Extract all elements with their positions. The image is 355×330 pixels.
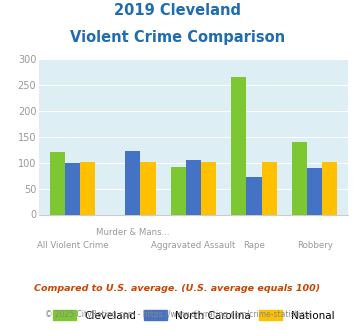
Bar [171,167,186,214]
Bar [50,152,65,214]
Bar [80,162,95,214]
Bar [322,162,337,214]
Text: Murder & Mans...: Murder & Mans... [96,228,170,237]
Text: Violent Crime Comparison: Violent Crime Comparison [70,30,285,45]
Text: 2019 Cleveland: 2019 Cleveland [114,3,241,18]
Bar [201,162,216,214]
Text: Aggravated Assault: Aggravated Assault [151,241,236,250]
Bar [292,142,307,214]
Bar [231,78,246,214]
Bar [262,162,277,214]
Bar [141,162,155,214]
Bar [307,168,322,214]
Bar [125,151,141,214]
Text: Robbery: Robbery [297,241,333,250]
Bar [246,177,262,214]
Bar [186,160,201,214]
Text: © 2025 CityRating.com - https://www.cityrating.com/crime-statistics/: © 2025 CityRating.com - https://www.city… [45,310,310,319]
Bar [65,163,80,214]
Legend: Cleveland, North Carolina, National: Cleveland, North Carolina, National [53,311,334,321]
Text: Rape: Rape [243,241,265,250]
Text: Compared to U.S. average. (U.S. average equals 100): Compared to U.S. average. (U.S. average … [34,284,321,293]
Text: All Violent Crime: All Violent Crime [37,241,108,250]
